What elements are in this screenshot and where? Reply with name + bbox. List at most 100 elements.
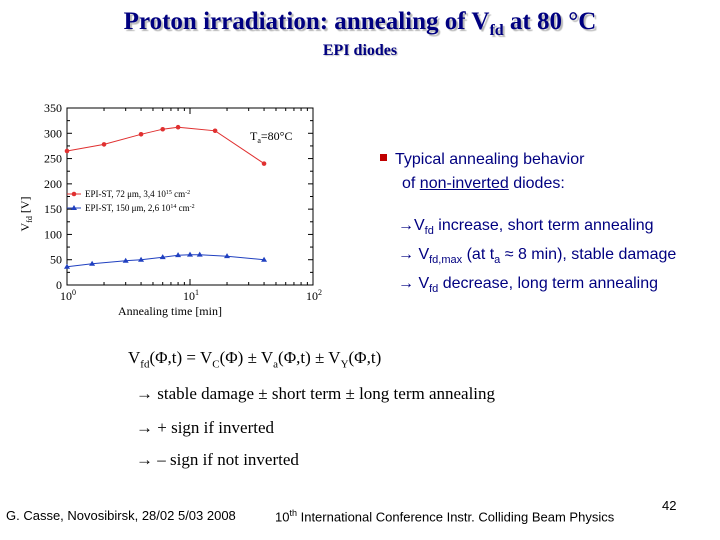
bullet-line2-pre: of xyxy=(402,175,420,192)
series-line-2 xyxy=(66,254,265,268)
annotation-sub: a xyxy=(257,136,261,145)
temperature-annotation: Ta=80°C xyxy=(250,129,292,145)
page-number: 42 xyxy=(662,498,677,513)
x-tick-label: 100 xyxy=(60,288,76,303)
formula-p2: (Φ,t) = V xyxy=(149,348,213,367)
arrow-3-v: V xyxy=(414,275,430,293)
y-tick-label: 100 xyxy=(44,227,62,241)
data-point-series-2 xyxy=(196,251,203,257)
footer-conference: 10th International Conference Instr. Col… xyxy=(275,508,614,524)
data-point-series-2 xyxy=(138,256,145,262)
x-axis-label: Annealing time [min] xyxy=(118,304,222,318)
legend-1-pre: EPI-ST, 72 μm, 3,4 10 xyxy=(85,189,166,199)
data-point-series-1 xyxy=(261,161,267,166)
legend-label-series-1: EPI-ST, 72 μm, 3,4 1015 cm-2 xyxy=(85,189,190,199)
legend-1-post: cm xyxy=(172,189,185,199)
note-text-1: stable damage ± short term ± long term a… xyxy=(157,384,496,403)
legend-2-sup: 14 xyxy=(170,204,176,210)
arrow-2-text1: (at t xyxy=(462,246,495,264)
data-point-series-1 xyxy=(212,128,218,134)
title-tail: at 80 °C xyxy=(503,8,597,35)
data-point-series-2 xyxy=(159,254,166,260)
y-tick-label: 350 xyxy=(44,101,62,115)
data-point-series-2 xyxy=(261,256,268,262)
bullet-text-1: Typical annealing behavior xyxy=(395,151,585,168)
data-point-series-2 xyxy=(175,252,182,258)
y-label-sub: fd xyxy=(25,216,34,223)
legend-2-pre: EPI-ST, 150 μm, 2,6 10 xyxy=(85,203,171,213)
legend-marker-series-2 xyxy=(71,205,77,210)
x-tick-label: 102 xyxy=(306,288,322,303)
data-point-series-2 xyxy=(89,260,96,266)
vfd-formula: Vfd(Φ,t) = VC(Φ) ± Va(Φ,t) ± VY(Φ,t) xyxy=(128,348,381,370)
arrow-1-sub: fd xyxy=(424,225,434,238)
arrow-list: →Vfd increase, short term annealing → Vf… xyxy=(398,214,718,302)
formula-p4: (Φ,t) ± V xyxy=(278,348,341,367)
bullet-line2-post: diodes: xyxy=(508,175,565,192)
arrow-2-sub: fd,max xyxy=(429,254,463,267)
bullet-line-2: of non-inverted diodes: xyxy=(380,172,710,196)
data-point-series-1 xyxy=(64,148,70,154)
right-arrow-icon: → xyxy=(398,246,414,264)
y-tick-label: 300 xyxy=(44,126,62,140)
bullet-line-1: Typical annealing behavior xyxy=(380,148,710,172)
arrow-item-2: → Vfd,max (at ta ≈ 8 min), stable damage xyxy=(398,243,718,272)
note-text-3: – sign if not inverted xyxy=(157,450,299,469)
right-arrow-icon: → xyxy=(136,450,158,469)
y-axis-label: Vfd [V] xyxy=(18,196,34,231)
annotation-tail: =80°C xyxy=(261,129,293,143)
data-point-series-2 xyxy=(224,253,231,259)
x-tick-label: 101 xyxy=(183,288,199,303)
arrow-1-text: increase, short term annealing xyxy=(433,217,654,234)
arrow-3-text: decrease, long term annealing xyxy=(438,275,659,293)
footer-conf-sup: th xyxy=(289,508,297,518)
footer-conf-text: International Conference Instr. Collidin… xyxy=(296,509,615,525)
right-arrow-icon: → xyxy=(398,275,414,293)
y-tick-label: 0 xyxy=(56,278,62,292)
legend-2-post: cm xyxy=(176,203,189,213)
data-point-series-1 xyxy=(101,142,107,147)
note-line-1: → stable damage ± short term ± long term… xyxy=(136,384,495,404)
formula-p5: (Φ,t) xyxy=(348,348,382,367)
annotation-main: T xyxy=(250,129,258,143)
note-line-3: → – sign if not inverted xyxy=(136,450,299,470)
arrow-item-3: → Vfd decrease, long term annealing xyxy=(398,272,718,301)
legend-marker-series-1 xyxy=(71,191,77,197)
formula-p1: V xyxy=(128,348,141,367)
arrow-item-1: →Vfd increase, short term annealing xyxy=(398,214,718,243)
legend-1-sup2: -2 xyxy=(185,190,190,196)
data-point-series-1 xyxy=(138,131,144,137)
formula-s2: C xyxy=(212,358,220,371)
formula-s1: fd xyxy=(140,358,150,371)
data-point-series-1 xyxy=(175,124,181,130)
bullet-square-icon xyxy=(380,154,387,162)
bullet-line2-underlined: non-inverted xyxy=(419,175,509,192)
arrow-3-sub: fd xyxy=(429,283,439,296)
data-point-series-2 xyxy=(122,257,129,263)
data-point-series-1 xyxy=(160,126,166,132)
y-tick-label: 200 xyxy=(44,177,62,191)
legend-2-sup2: -2 xyxy=(190,204,195,210)
arrow-2-sub2: a xyxy=(494,254,501,267)
legend-1-sup: 15 xyxy=(166,190,172,196)
title-main: Proton irradiation: annealing of V xyxy=(123,8,490,35)
y-tick-label: 150 xyxy=(44,202,62,216)
data-point-series-2 xyxy=(64,263,70,269)
right-arrow-icon: → xyxy=(398,217,414,234)
y-label-unit: [V] xyxy=(18,196,32,216)
title-subscript: fd xyxy=(489,22,504,39)
annealing-chart-svg: 0 50 100 150 200 250 300 350 100 101 102 Vfd [V] A… xyxy=(15,96,345,321)
bullet-block: Typical annealing behavior of non-invert… xyxy=(380,148,710,196)
y-tick-label: 250 xyxy=(44,152,62,166)
right-arrow-icon: → xyxy=(136,384,158,403)
right-arrow-icon: → xyxy=(136,418,158,437)
data-point-series-2 xyxy=(187,251,193,257)
formula-p3: (Φ) ± V xyxy=(219,348,274,367)
note-text-2: + sign if inverted xyxy=(157,418,275,437)
slide-title: Proton irradiation: annealing of Vfd at … xyxy=(0,8,720,40)
arrow-1-v: V xyxy=(414,217,425,234)
slide-subtitle: EPI diodes xyxy=(322,42,398,59)
annealing-chart: 0 50 100 150 200 250 300 350 100 101 102 Vfd [V] A… xyxy=(15,96,345,321)
legend-label-series-2: EPI-ST, 150 μm, 2,6 1014 cm-2 xyxy=(85,203,195,213)
y-tick-label: 50 xyxy=(50,253,62,267)
